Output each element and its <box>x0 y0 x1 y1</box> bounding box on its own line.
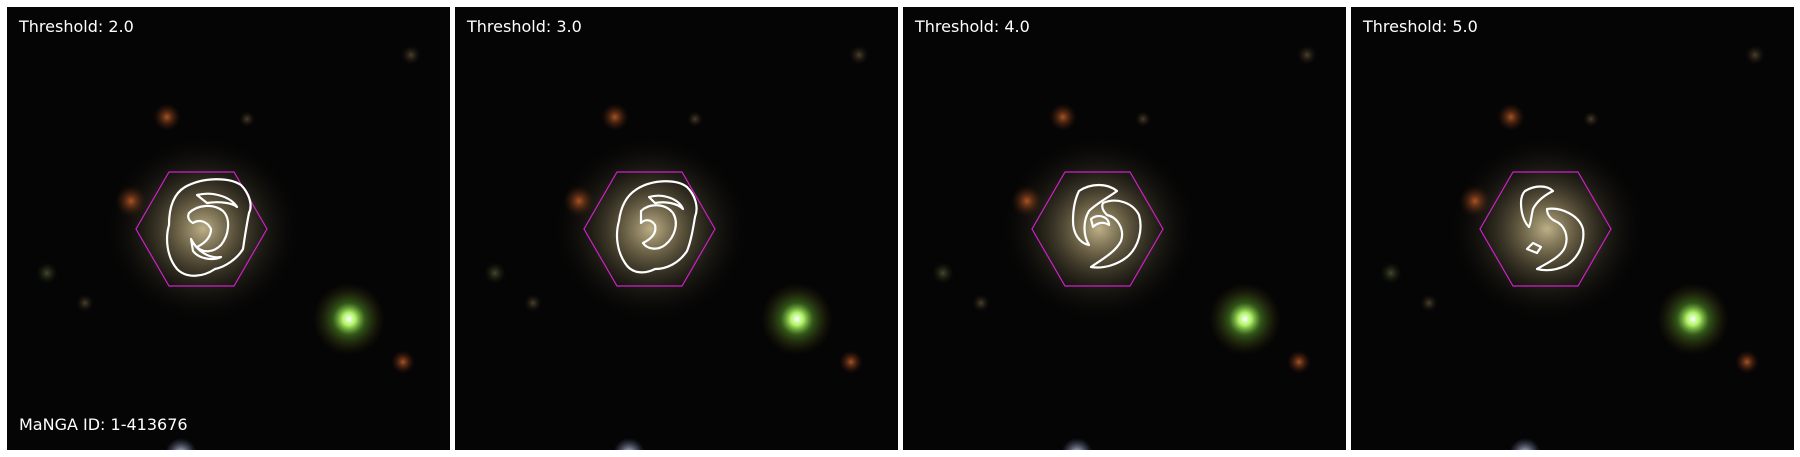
galaxy-image-2 <box>455 7 898 450</box>
ifu-hexagon <box>1031 171 1164 287</box>
threshold-label: Threshold: 3.0 <box>467 17 582 36</box>
threshold-label: Threshold: 2.0 <box>19 17 134 36</box>
galaxy-image-4 <box>1351 7 1794 450</box>
ifu-hexagon <box>1479 171 1612 287</box>
threshold-panel-3: Threshold: 4.0 <box>903 7 1346 450</box>
galaxy-image-3 <box>903 7 1346 450</box>
threshold-panel-1: Threshold: 2.0 MaNGA ID: 1-413676 <box>7 7 450 450</box>
ifu-hexagon <box>583 171 716 287</box>
threshold-panel-4: Threshold: 5.0 <box>1351 7 1794 450</box>
threshold-panel-2: Threshold: 3.0 <box>455 7 898 450</box>
threshold-label: Threshold: 5.0 <box>1363 17 1478 36</box>
contour-outline <box>615 180 698 274</box>
galaxy-image-1 <box>7 7 450 450</box>
manga-id-label: MaNGA ID: 1-413676 <box>19 415 188 434</box>
threshold-label: Threshold: 4.0 <box>915 17 1030 36</box>
contour-outline <box>166 178 252 277</box>
contour-outline <box>1071 183 1142 269</box>
ifu-hexagon <box>135 171 268 287</box>
contour-outline <box>1519 185 1585 272</box>
